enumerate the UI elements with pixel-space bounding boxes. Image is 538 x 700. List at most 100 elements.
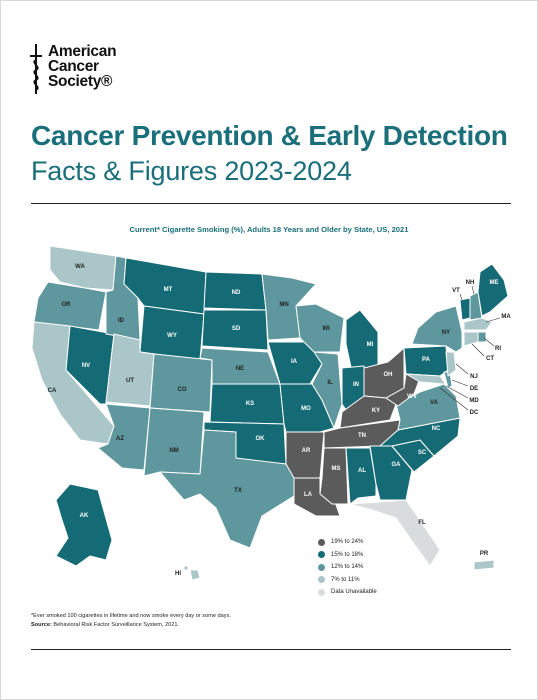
state-label-DC: DC: [470, 410, 479, 416]
state-label-ME: ME: [490, 280, 499, 286]
footnote: *Ever smoked 100 cigarettes in lifetime …: [31, 612, 231, 630]
state-SD[interactable]: [201, 309, 269, 351]
legend-label: 15% to 18%: [331, 551, 364, 558]
state-VA[interactable]: [395, 383, 461, 431]
state-RI[interactable]: [477, 331, 487, 343]
bottom-divider: [31, 649, 511, 650]
legend-swatch: [318, 563, 325, 571]
state-AK[interactable]: [55, 483, 113, 567]
state-label-HI: HI: [175, 571, 181, 577]
state-NM[interactable]: [143, 407, 205, 477]
state-NC[interactable]: [379, 417, 461, 457]
state-label-PR: PR: [480, 551, 489, 557]
state-label-NV: NV: [82, 363, 90, 369]
state-label-AZ: AZ: [116, 436, 124, 442]
state-label-IL: IL: [327, 380, 333, 386]
state-label-DE: DE: [470, 386, 478, 392]
state-WI[interactable]: [295, 303, 345, 353]
legend-item: 19% to 24%: [318, 536, 377, 549]
state-label-NE: NE: [236, 366, 244, 372]
state-label-TX: TX: [234, 488, 242, 494]
state-label-MS: MS: [332, 466, 341, 472]
state-TX[interactable]: [159, 429, 295, 549]
state-label-GA: GA: [392, 462, 402, 468]
legend-item: 15% to 18%: [318, 549, 377, 562]
state-CT[interactable]: [463, 331, 479, 347]
legend-item: Data Unavailable: [318, 586, 377, 599]
sword-icon: [30, 44, 42, 94]
state-label-MD: MD: [469, 398, 479, 404]
state-label-OR: OR: [62, 302, 72, 308]
legend-label: 7% to 11%: [331, 576, 360, 583]
state-label-OH: OH: [384, 372, 393, 378]
legend-item: 7% to 11%: [318, 574, 377, 587]
report-title: Cancer Prevention & Early Detection: [31, 120, 508, 151]
report-subtitle: Facts & Figures 2023-2024: [31, 156, 352, 186]
state-label-WV: WV: [407, 394, 417, 400]
state-label-MN: MN: [279, 302, 288, 308]
state-label-WA: WA: [75, 264, 85, 270]
state-label-VA: VA: [430, 400, 439, 406]
state-label-SC: SC: [418, 450, 427, 456]
source-label: Source:: [31, 622, 52, 628]
legend-label: 19% to 24%: [331, 539, 364, 546]
footnote-note: *Ever smoked 100 cigarettes in lifetime …: [31, 613, 231, 619]
state-label-AK: AK: [80, 513, 89, 519]
state-label-VT: VT: [452, 288, 460, 294]
state-labels: WA OR CA NV ID MT WY UT AZ CO NM ND SD NE KS OK TX MN IA MO…: [48, 264, 512, 577]
state-label-OK: OK: [256, 436, 266, 442]
legend-swatch: [318, 551, 325, 559]
state-label-KY: KY: [372, 408, 380, 414]
legend-swatch: [318, 588, 325, 596]
state-label-CO: CO: [178, 387, 187, 393]
state-FL[interactable]: [349, 499, 441, 567]
legend-swatch: [318, 576, 325, 584]
state-label-MT: MT: [164, 287, 173, 293]
state-IA[interactable]: [267, 341, 323, 385]
state-label-WY: WY: [167, 333, 177, 339]
state-AR[interactable]: [285, 431, 325, 479]
callout-lines: [439, 285, 501, 411]
state-OR[interactable]: [33, 281, 107, 331]
source-text: Behavioral Risk Factor Surveillance Syst…: [51, 622, 179, 628]
legend-label: 12% to 14%: [331, 564, 364, 571]
state-PR[interactable]: [473, 559, 495, 571]
state-label-NC: NC: [432, 426, 441, 432]
state-label-IA: IA: [291, 359, 298, 365]
state-VT[interactable]: [459, 297, 471, 321]
state-label-ID: ID: [118, 318, 125, 324]
state-label-LA: LA: [304, 492, 313, 498]
state-NJ[interactable]: [445, 351, 457, 377]
state-label-AR: AR: [302, 448, 311, 454]
state-label-MA: MA: [501, 314, 511, 320]
map-title: Current* Cigarette Smoking (%), Adults 1…: [129, 225, 409, 234]
state-label-MI: MI: [367, 342, 374, 348]
state-CO[interactable]: [149, 353, 213, 413]
logo-line-3: Society®: [48, 73, 113, 90]
state-label-TN: TN: [358, 433, 366, 439]
top-divider: [31, 203, 511, 204]
state-label-AL: AL: [358, 468, 366, 474]
state-label-PA: PA: [422, 357, 431, 363]
logo-line-2: Cancer: [48, 58, 99, 75]
state-label-FL: FL: [418, 520, 426, 526]
state-LA[interactable]: [293, 477, 341, 517]
legend-label: Data Unavailable: [331, 589, 377, 596]
state-HI[interactable]: [183, 565, 201, 581]
legend-swatch: [318, 538, 325, 546]
state-IL[interactable]: [311, 351, 343, 429]
state-MS[interactable]: [319, 447, 349, 505]
state-MA[interactable]: [463, 317, 493, 331]
state-NY[interactable]: [411, 305, 463, 353]
state-label-KS: KS: [246, 401, 254, 407]
state-label-SD: SD: [232, 326, 241, 332]
logo-line-1: American: [48, 43, 117, 60]
state-ME[interactable]: [477, 263, 509, 317]
acs-logo: American Cancer Society®: [28, 43, 117, 94]
state-MI[interactable]: [345, 309, 379, 373]
legend-item: 12% to 14%: [318, 561, 377, 574]
state-label-IN: IN: [353, 382, 359, 388]
map-legend: 19% to 24% 15% to 18% 12% to 14% 7% to 1…: [318, 536, 377, 599]
state-label-NJ: NJ: [470, 374, 478, 380]
